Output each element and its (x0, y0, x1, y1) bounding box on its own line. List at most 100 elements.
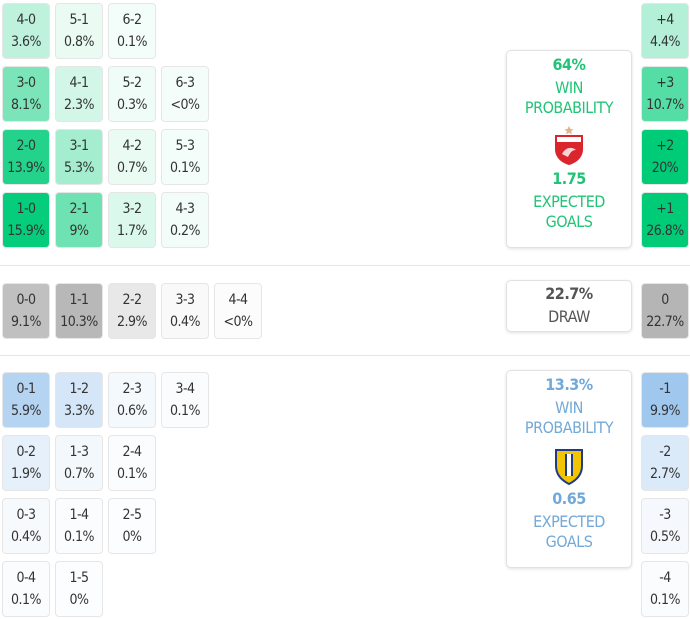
draw-score-cell: 3-3 0.4% (161, 283, 209, 339)
probability-value: 0.1% (64, 529, 95, 545)
probability-value: 0.7% (117, 160, 148, 176)
probability-value: 4.4% (650, 34, 681, 50)
home-score-cell: 4-3 0.2% (161, 192, 209, 248)
away-margin-cell: -3 0.5% (641, 498, 689, 554)
away-score-cell: 0-2 1.9% (2, 435, 50, 491)
score-label: -4 (659, 570, 671, 586)
score-label: 2-5 (122, 507, 142, 523)
home-score-cell: 4-0 3.6% (2, 3, 50, 59)
draw-card: 22.7% DRAW (506, 280, 632, 332)
probability-value: 0.1% (170, 160, 201, 176)
probability-value: 9.9% (650, 403, 681, 419)
away-score-cell: 1-5 0% (55, 561, 103, 617)
home-win-label: WIN (555, 78, 583, 97)
home-team-card: 64% WIN PROBABILITY 1.75 EXPECTED GOALS (506, 50, 632, 248)
score-label: 6-3 (175, 75, 195, 91)
score-label: 1-1 (69, 292, 89, 308)
probability-value: 13.9% (7, 160, 45, 176)
draw-score-cell: 0-0 9.1% (2, 283, 50, 339)
probability-value: 0.3% (117, 97, 148, 113)
score-label: 2-0 (16, 138, 36, 154)
draw-score-cell: 1-1 10.3% (55, 283, 103, 339)
draw-label: DRAW (548, 307, 590, 326)
away-score-cell: 1-4 0.1% (55, 498, 103, 554)
score-label: 1-5 (69, 570, 89, 586)
score-label: -2 (659, 444, 671, 460)
score-label: 0 (661, 292, 669, 308)
away-team-card: 13.3% WIN PROBABILITY 0.65 EXPECTED GOAL… (506, 370, 632, 568)
score-label: -1 (659, 381, 671, 397)
score-label: 4-1 (69, 75, 89, 91)
probability-value: 10.7% (646, 97, 684, 113)
draw-pct: 22.7% (545, 284, 593, 303)
away-win-pct: 13.3% (545, 375, 593, 394)
score-label: 3-0 (16, 75, 36, 91)
probability-value: 0.8% (64, 34, 95, 50)
score-label: 4-2 (122, 138, 142, 154)
score-label: 5-1 (69, 12, 89, 28)
score-label: 1-4 (69, 507, 89, 523)
probability-value: 0% (69, 592, 89, 608)
probability-value: 0.1% (117, 34, 148, 50)
score-label: 0-2 (16, 444, 36, 460)
home-margin-cell: +4 4.4% (641, 3, 689, 59)
probability-value: 0% (122, 529, 142, 545)
away-score-cell: 2-3 0.6% (108, 372, 156, 428)
score-label: 4-4 (228, 292, 248, 308)
probability-value: <0% (223, 314, 253, 330)
probability-value: 9% (69, 223, 89, 239)
home-score-cell: 2-1 9% (55, 192, 103, 248)
probability-value: 0.1% (117, 466, 148, 482)
home-margin-cell: +3 10.7% (641, 66, 689, 122)
home-score-cell: 3-2 1.7% (108, 192, 156, 248)
away-win-label-2: PROBABILITY (524, 418, 614, 437)
home-xg-label: EXPECTED (533, 192, 605, 211)
probability-value: 3.6% (11, 34, 42, 50)
away-xg-label-2: GOALS (545, 532, 593, 551)
probability-value: 2.7% (650, 466, 681, 482)
probability-value: 0.2% (170, 223, 201, 239)
score-label: +3 (656, 75, 674, 91)
home-score-cell: 4-2 0.7% (108, 129, 156, 185)
petrolul-crest-icon (552, 446, 586, 486)
score-label: 2-1 (69, 201, 89, 217)
away-score-cell: 2-4 0.1% (108, 435, 156, 491)
score-label: 1-3 (69, 444, 89, 460)
probability-value: 2.9% (117, 314, 148, 330)
away-score-cell: 1-2 3.3% (55, 372, 103, 428)
probability-value: 0.4% (170, 314, 201, 330)
score-label: 1-0 (16, 201, 36, 217)
home-score-cell: 4-1 2.3% (55, 66, 103, 122)
score-label: +4 (656, 12, 674, 28)
probability-value: 0.7% (64, 466, 95, 482)
probability-value: 5.9% (11, 403, 42, 419)
home-score-cell: 3-0 8.1% (2, 66, 50, 122)
home-margin-cell: +2 20% (641, 129, 689, 185)
score-label: +2 (656, 138, 674, 154)
probability-value: 26.8% (646, 223, 684, 239)
away-score-cell: 0-3 0.4% (2, 498, 50, 554)
score-label: 5-3 (175, 138, 195, 154)
probability-value: 5.3% (64, 160, 95, 176)
home-margin-cell: +1 26.8% (641, 192, 689, 248)
home-score-cell: 6-2 0.1% (108, 3, 156, 59)
divider (0, 355, 690, 356)
probability-value: <0% (170, 97, 200, 113)
home-score-cell: 5-2 0.3% (108, 66, 156, 122)
score-label: 2-4 (122, 444, 142, 460)
probability-value: 0.1% (650, 592, 681, 608)
dinamo-crest-icon (552, 126, 586, 166)
away-score-cell: 1-3 0.7% (55, 435, 103, 491)
score-label: 0-4 (16, 570, 36, 586)
home-win-label-2: PROBABILITY (524, 98, 614, 117)
home-score-cell: 2-0 13.9% (2, 129, 50, 185)
score-label: 3-2 (122, 201, 142, 217)
probability-value: 0.4% (11, 529, 42, 545)
probability-value: 22.7% (646, 314, 684, 330)
probability-value: 2.3% (64, 97, 95, 113)
away-score-cell: 0-4 0.1% (2, 561, 50, 617)
score-label: 0-3 (16, 507, 36, 523)
score-label: 6-2 (122, 12, 142, 28)
probability-value: 0.1% (11, 592, 42, 608)
home-score-cell: 5-3 0.1% (161, 129, 209, 185)
